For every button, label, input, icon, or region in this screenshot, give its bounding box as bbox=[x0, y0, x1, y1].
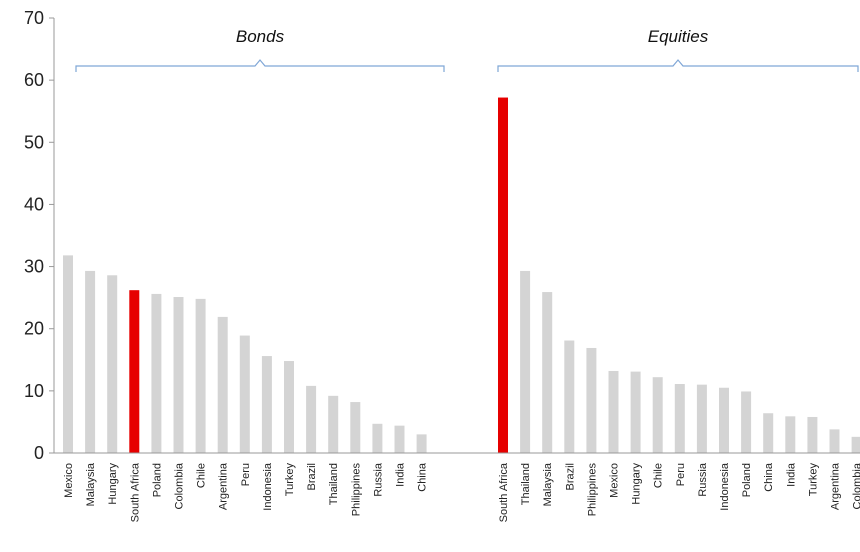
x-tick-label: Philippines bbox=[586, 463, 598, 517]
bar-equities-malaysia bbox=[542, 292, 553, 453]
bar-bonds-india bbox=[394, 425, 405, 453]
y-tick-label: 40 bbox=[24, 194, 44, 214]
bar-equities-russia bbox=[696, 384, 707, 453]
x-tick-label: Indonesia bbox=[262, 462, 274, 511]
x-tick-label: Thailand bbox=[328, 463, 340, 505]
bar-equities-argentina bbox=[829, 429, 840, 453]
x-tick-label: Peru bbox=[675, 463, 687, 486]
x-tick-label: Turkey bbox=[807, 463, 819, 497]
x-axis: Mexico Malaysia Hungary South Africa Poland C… bbox=[54, 452, 860, 522]
x-tick-label: Thailand bbox=[520, 463, 532, 505]
x-tick-label: Argentina bbox=[830, 462, 842, 510]
x-tick-label: Indonesia bbox=[719, 462, 731, 511]
group-brackets: Bonds Equities bbox=[75, 27, 859, 72]
x-tick-label: Malaysia bbox=[542, 462, 554, 506]
group-bracket bbox=[75, 59, 445, 72]
x-tick-label: China bbox=[417, 462, 429, 492]
bar-bonds-philippines bbox=[350, 402, 361, 453]
group-bracket bbox=[497, 59, 859, 72]
x-tick-label: Hungary bbox=[631, 463, 643, 505]
bar-equities-hungary bbox=[630, 371, 641, 453]
bar-bonds-indonesia bbox=[261, 356, 272, 453]
x-tick-label: Turkey bbox=[284, 463, 296, 497]
x-tick-label: Poland bbox=[151, 463, 163, 497]
bar-equities-colombia bbox=[851, 436, 860, 453]
x-tick-label: Poland bbox=[741, 463, 753, 497]
bar-equities-brazil bbox=[564, 340, 575, 453]
bar-equities-thailand bbox=[520, 270, 531, 453]
x-tick-label: Chile bbox=[653, 463, 665, 488]
x-tick-label: Russia bbox=[372, 462, 384, 497]
bar-equities-china bbox=[763, 413, 774, 453]
x-tick-label: Argentina bbox=[218, 462, 230, 510]
x-tick-label: India bbox=[785, 462, 797, 487]
x-tick-label: South Africa bbox=[498, 462, 510, 522]
y-tick-label: 70 bbox=[24, 8, 44, 28]
bar-bonds-mexico bbox=[63, 255, 73, 453]
x-tick-label: Brazil bbox=[306, 463, 318, 491]
x-tick-label: Russia bbox=[697, 462, 709, 497]
bar-equities-peru bbox=[674, 384, 685, 453]
bar-equities-mexico bbox=[608, 370, 619, 453]
group-label: Equities bbox=[648, 27, 709, 46]
bar-bonds-russia bbox=[372, 423, 383, 453]
y-axis: 0 10 20 30 40 50 60 70 bbox=[24, 8, 55, 463]
x-tick-label: Brazil bbox=[564, 463, 576, 491]
y-tick-label: 50 bbox=[24, 132, 44, 152]
x-tick-label: Hungary bbox=[107, 463, 119, 505]
bar-equities-poland bbox=[741, 391, 752, 453]
bar-equities-philippines bbox=[586, 347, 597, 453]
bar-bonds-malaysia bbox=[85, 270, 96, 453]
bar-bonds-chile bbox=[195, 298, 206, 453]
bar-bonds-turkey bbox=[284, 361, 294, 453]
x-tick-label: India bbox=[395, 462, 407, 487]
x-tick-label: Philippines bbox=[350, 463, 362, 517]
bar-bonds-argentina bbox=[217, 316, 228, 453]
group-label: Bonds bbox=[236, 27, 285, 46]
x-tick-label: Mexico bbox=[609, 463, 621, 498]
bar-bonds-colombia bbox=[173, 297, 184, 453]
bar-equities-chile bbox=[652, 377, 663, 453]
bar-bonds-hungary bbox=[107, 275, 118, 453]
bar-bonds-south-africa bbox=[129, 290, 140, 453]
bar-bonds-brazil bbox=[306, 385, 317, 453]
x-tick-label: Colombia bbox=[852, 462, 860, 509]
bar-equities-south-africa bbox=[498, 97, 508, 454]
bar-bonds-thailand bbox=[328, 395, 339, 453]
y-tick-label: 30 bbox=[24, 257, 44, 277]
bar-equities-india bbox=[785, 416, 796, 453]
bar-bonds-china bbox=[416, 434, 427, 453]
x-tick-label: South Africa bbox=[129, 462, 141, 522]
x-tick-label: Chile bbox=[196, 463, 208, 488]
x-tick-label: Malaysia bbox=[85, 462, 97, 506]
x-tick-label: Colombia bbox=[174, 462, 186, 509]
y-tick-label: 10 bbox=[24, 381, 44, 401]
bar-equities-turkey bbox=[807, 416, 818, 453]
x-tick-label: Peru bbox=[240, 463, 252, 486]
bar-equities-indonesia bbox=[719, 387, 729, 453]
y-tick-label: 0 bbox=[34, 443, 44, 463]
x-tick-label: Mexico bbox=[63, 463, 75, 498]
x-tick-label: China bbox=[763, 462, 775, 492]
y-tick-label: 20 bbox=[24, 319, 44, 339]
bars bbox=[63, 97, 860, 454]
bar-bonds-poland bbox=[151, 293, 162, 453]
bar-bonds-peru bbox=[239, 335, 250, 453]
y-tick-label: 60 bbox=[24, 70, 44, 90]
